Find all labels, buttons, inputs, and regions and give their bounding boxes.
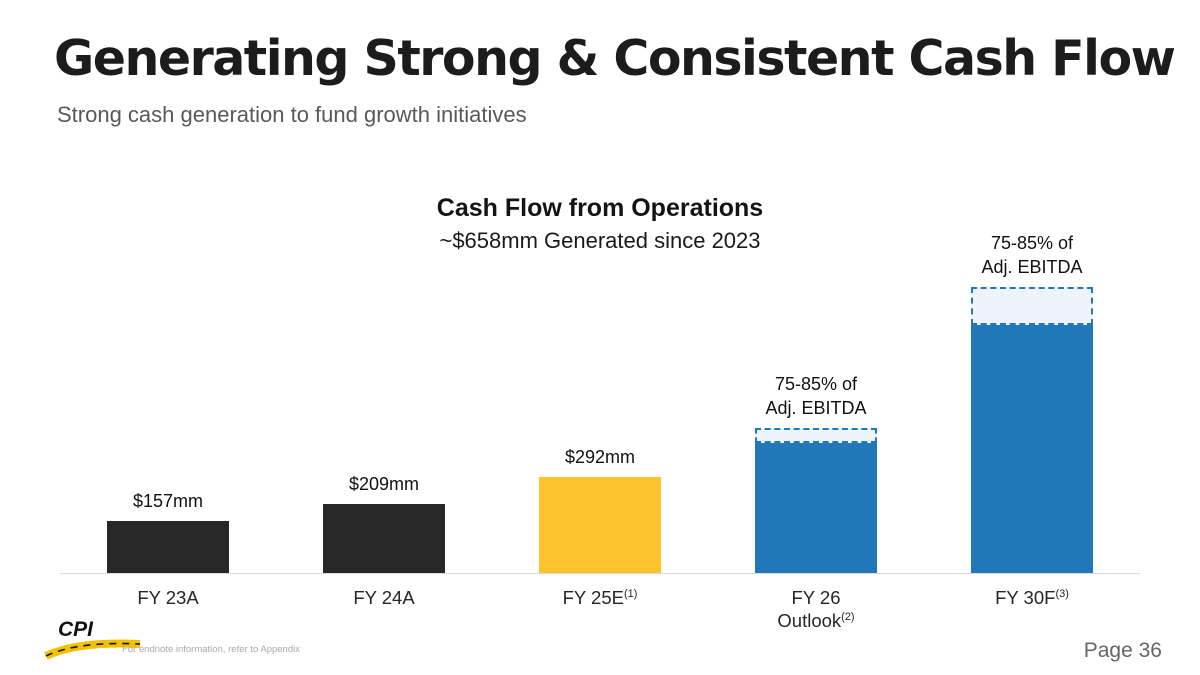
axis-label: FY 23A <box>137 587 199 608</box>
bar-value-label: $292mm <box>564 446 636 467</box>
bar-rect <box>539 477 661 573</box>
bar-cap <box>971 287 1093 325</box>
bar-value-label: 75-85% of Adj. EBITDA <box>981 233 1083 277</box>
chart-header: Cash Flow from Operations ~$658mm Genera… <box>0 194 1200 254</box>
bar-rect <box>323 504 445 573</box>
logo-road-dashes <box>45 642 141 657</box>
bar-value-label: $209mm <box>348 473 420 494</box>
bar-value-label: $157mm <box>132 490 204 511</box>
bar-rect <box>107 521 229 573</box>
cpi-logo: CPI <box>44 616 142 665</box>
axis-label: FY 25E(1) <box>562 587 638 608</box>
bar-rect <box>971 325 1093 573</box>
endnote-text: For endnote information, refer to Append… <box>122 644 300 655</box>
axis-label: FY 26 Outlook(2) <box>777 587 855 632</box>
axis-label: FY 24A <box>353 587 415 608</box>
bar-group: $157mm <box>60 490 276 573</box>
bar-group: 75-85% of Adj. EBITDA <box>708 373 924 573</box>
chart-title: Cash Flow from Operations <box>436 194 764 222</box>
bar-rect <box>755 443 877 573</box>
bar-group: 75-85% of Adj. EBITDA <box>924 232 1140 573</box>
axis-label: FY 30F(3) <box>995 587 1069 608</box>
slide-subtitle: Strong cash generation to fund growth in… <box>57 102 527 127</box>
page-number: Page 36 <box>1083 639 1162 662</box>
x-axis-labels: FY 23A FY 24A FY 25E(1) FY 26 Outlook(2)… <box>60 586 1140 632</box>
bar-cap <box>755 428 877 443</box>
bar-group: $209mm <box>276 473 492 573</box>
slide-title: Generating Strong & Consistent Cash Flow <box>54 30 1176 87</box>
bar-value-label: 75-85% of Adj. EBITDA <box>765 374 867 418</box>
bar-group: $292mm <box>492 446 708 573</box>
cpi-logo-text: CPI <box>58 618 94 641</box>
bar-chart: $157mm $209mm $292mm 75-85% of <box>60 230 1140 574</box>
chart-subtitle: ~$658mm Generated since 2023 <box>439 228 761 253</box>
